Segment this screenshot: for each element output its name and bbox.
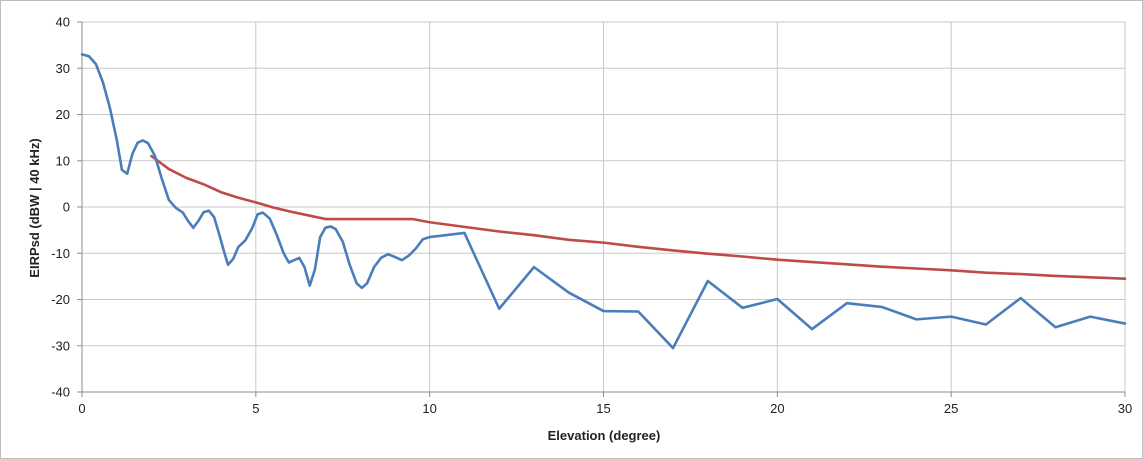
y-tick-label: 10 [56,153,70,168]
y-tick-label: -40 [51,385,70,400]
x-tick-label: 20 [770,401,784,416]
x-tick-label: 25 [944,401,958,416]
y-tick-label: -10 [51,246,70,261]
x-axis-title: Elevation (degree) [548,428,661,443]
y-axis-title: EIRPsd (dBW | 40 kHz) [27,138,42,277]
axes [77,21,1126,397]
y-tick-label: -20 [51,292,70,307]
x-tick-label: 10 [422,401,436,416]
gridlines [82,21,1126,393]
series-line-2 [150,154,1127,280]
y-tick-label: 30 [56,61,70,76]
series-layer [80,53,1127,350]
series-line-1 [80,53,1127,350]
x-tick-label: 30 [1118,401,1132,416]
y-tick-label: -30 [51,338,70,353]
x-tick-label: 5 [252,401,259,416]
x-tick-label: 15 [596,401,610,416]
y-tick-label: 40 [56,15,70,30]
tick-labels: -40 -30 -20 -10 0 10 20 30 40 0 5 10 15 20 25 30 [51,15,1132,417]
y-tick-label: 20 [56,107,70,122]
y-tick-label: 0 [63,200,70,215]
x-tick-label: 0 [78,401,85,416]
